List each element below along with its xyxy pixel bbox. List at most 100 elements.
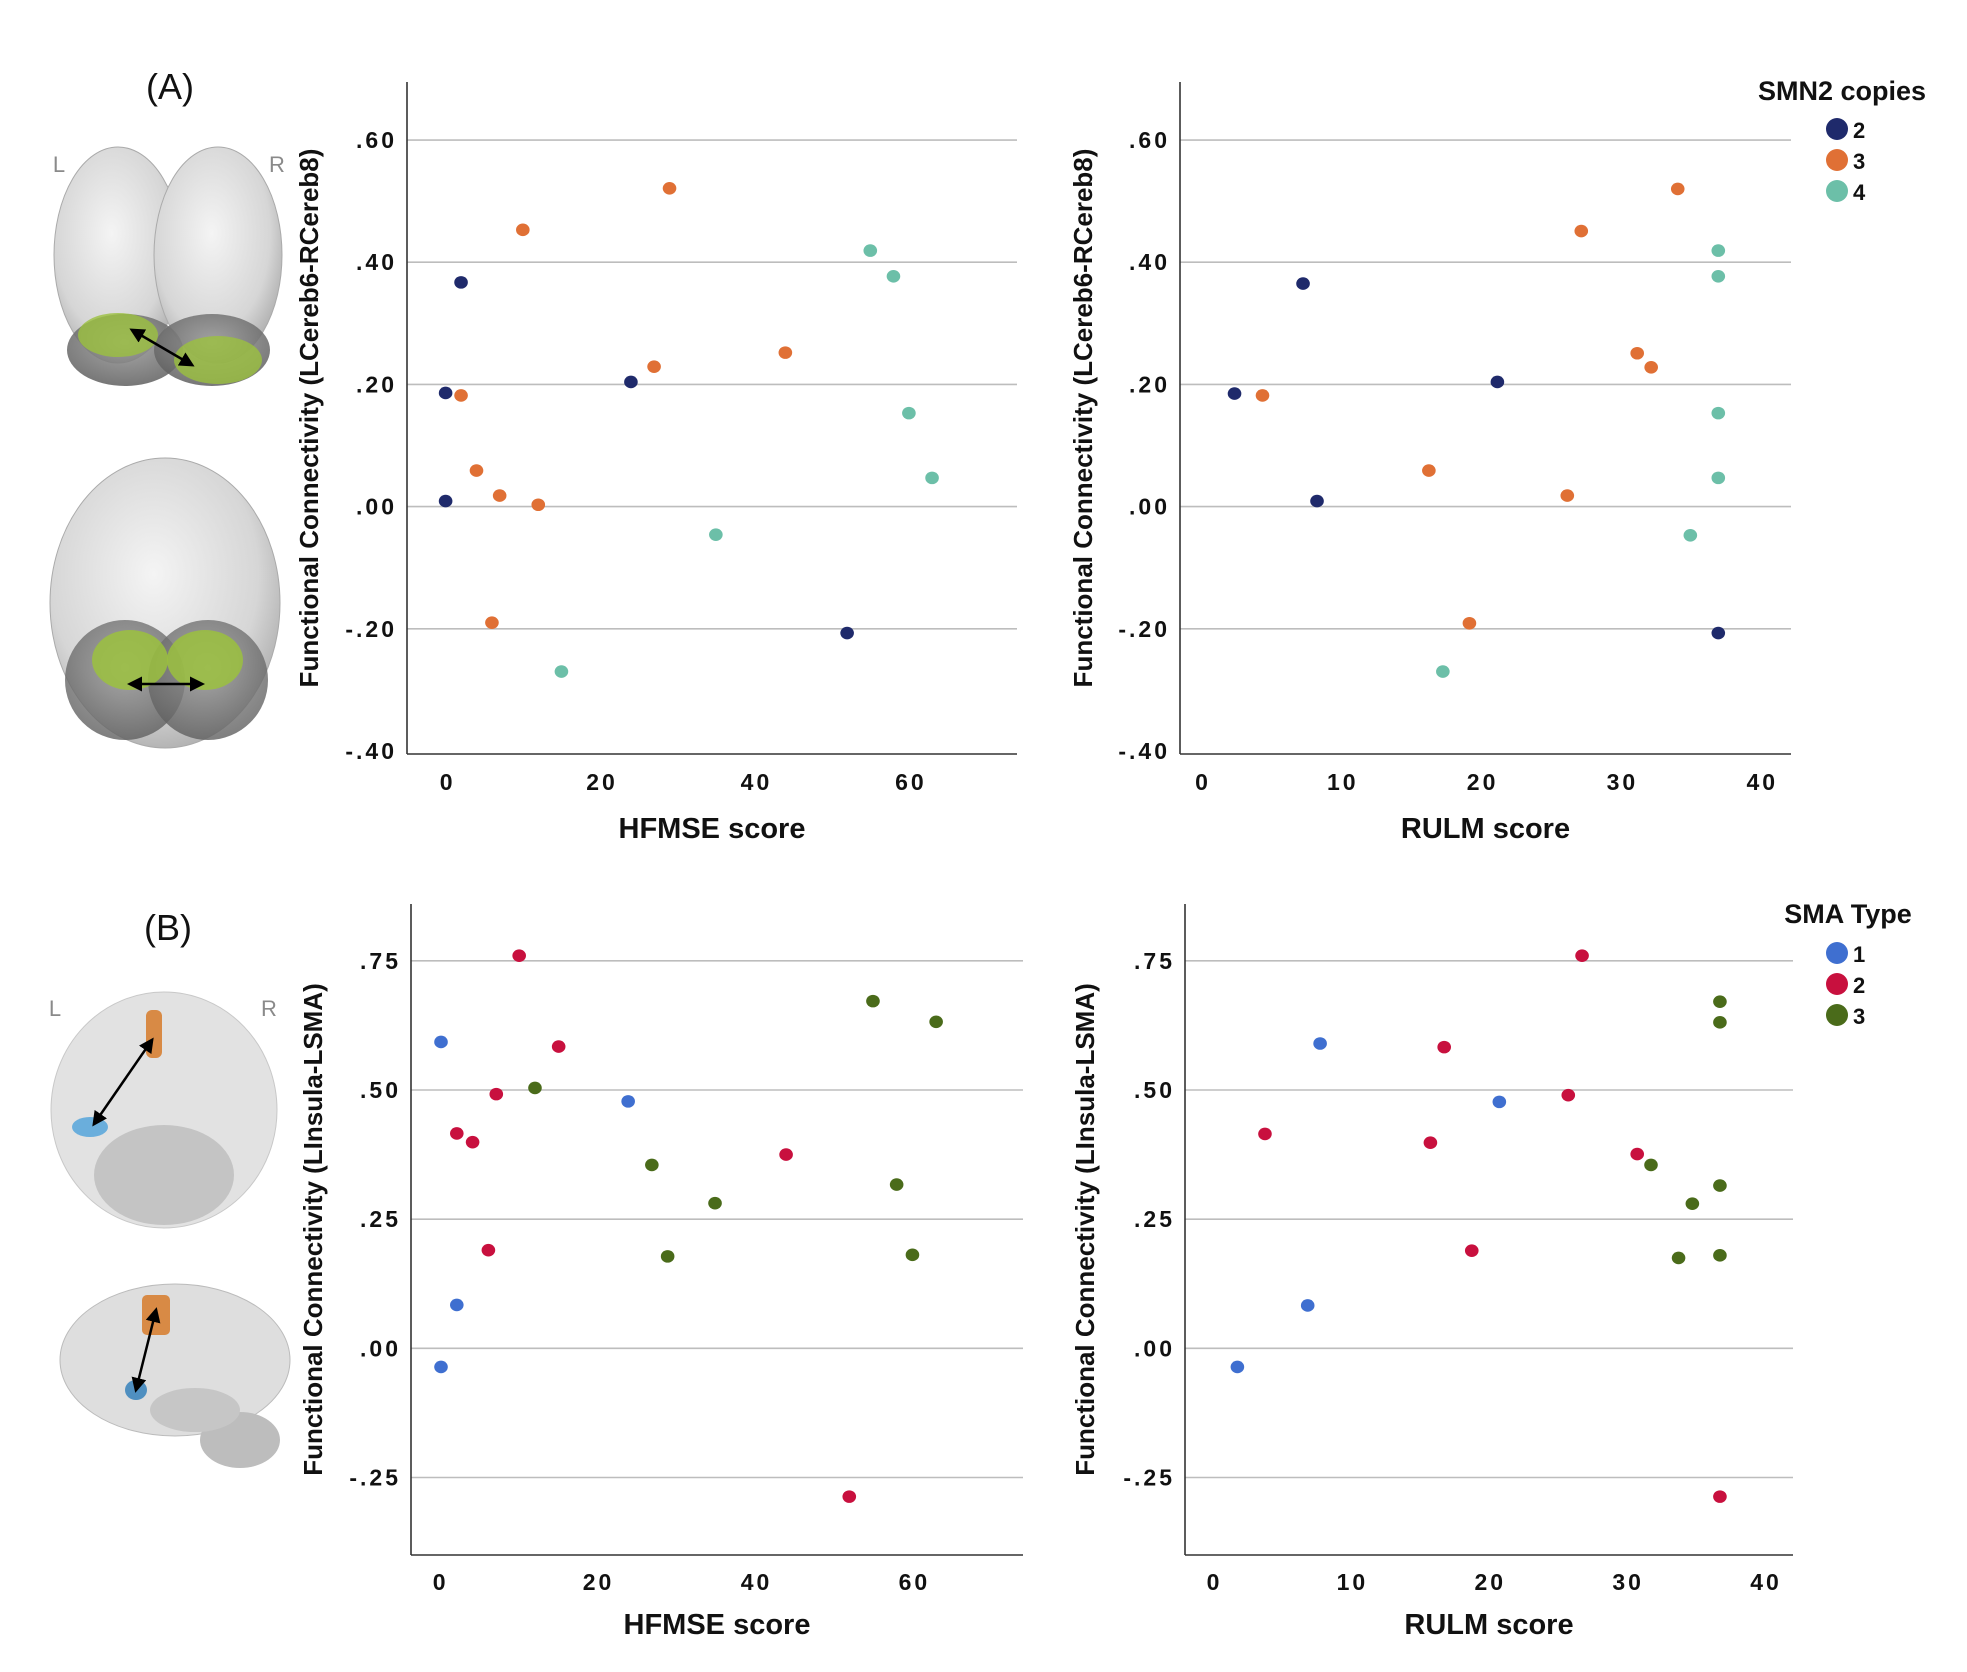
data-point-4 <box>925 471 939 485</box>
data-point-1 <box>621 1095 635 1108</box>
y-tick-label: .50 <box>1134 1077 1175 1103</box>
x-tick-label: 40 <box>741 769 773 795</box>
data-point-3 <box>1713 1249 1727 1262</box>
x-tick-label: 40 <box>1746 769 1778 795</box>
data-point-3 <box>1713 995 1727 1008</box>
y-tick-label: -.40 <box>345 738 397 764</box>
data-point-2 <box>1296 277 1310 290</box>
scatter-chart-4: .75 .50 .25 .00 -.25 0 10 20 30 40 RULM score Funct… <box>1070 904 1793 1641</box>
brain-image-a-inferior <box>49 457 281 749</box>
data-point-3 <box>929 1015 943 1029</box>
y-tick-label: .40 <box>1129 249 1170 275</box>
data-point-4 <box>886 269 901 283</box>
data-point-2 <box>489 1087 504 1101</box>
y-tick-label: .60 <box>356 127 397 153</box>
data-point-4 <box>709 528 723 541</box>
data-point-3 <box>1560 489 1575 502</box>
data-point-3 <box>516 223 530 237</box>
data-point-2 <box>1310 494 1324 508</box>
y-tick-label: .40 <box>356 249 397 275</box>
y-axis-title: Functional Connectivity (LInsula-LSMA) <box>1070 983 1100 1476</box>
data-point-2 <box>438 386 453 400</box>
data-point-3 <box>1462 616 1477 630</box>
data-point-2 <box>465 1135 480 1149</box>
x-tick-label: 30 <box>1607 769 1639 795</box>
data-point-3 <box>485 616 499 629</box>
data-point-2 <box>1575 949 1589 962</box>
data-point-4 <box>902 406 916 420</box>
y-tick-label: .20 <box>356 371 397 397</box>
data-point-2 <box>551 1040 566 1053</box>
y-tick-label: .25 <box>1134 1206 1175 1232</box>
y-axis-title: Functional Connectivity (LCereb6-RCereb8… <box>294 149 324 688</box>
x-tick-label: 40 <box>741 1569 773 1595</box>
data-point-3 <box>1422 464 1436 477</box>
brain-image-b-coronal <box>50 991 278 1229</box>
legend-label: 3 <box>1853 149 1865 174</box>
data-point-4 <box>1711 269 1726 283</box>
data-point-2 <box>624 375 638 389</box>
data-point-2 <box>481 1243 496 1257</box>
data-point-3 <box>531 498 546 512</box>
data-point-2 <box>840 626 854 640</box>
data-point-2 <box>438 494 453 508</box>
x-axis-title: RULM score <box>1404 1609 1573 1641</box>
legend-label: 2 <box>1853 118 1865 143</box>
left-marker-a: L <box>53 152 65 177</box>
x-tick-label: 0 <box>1195 769 1211 795</box>
x-tick-label: 0 <box>440 769 456 795</box>
data-point-3 <box>1630 346 1645 360</box>
data-point-3 <box>647 360 661 373</box>
data-point-4 <box>1711 406 1726 420</box>
data-point-4 <box>1711 471 1726 485</box>
data-point-1 <box>450 1298 464 1312</box>
data-point-3 <box>469 464 484 477</box>
data-point-4 <box>1436 665 1450 678</box>
data-point-3 <box>454 389 468 402</box>
scatter-chart-3: .75 .50 .25 .00 -.25 0 20 40 60 HFMSE score Functi… <box>298 904 1023 1641</box>
data-point-3 <box>1255 389 1270 402</box>
data-point-2 <box>1713 1490 1727 1503</box>
x-axis-title: HFMSE score <box>624 1609 811 1641</box>
data-point-2 <box>1490 375 1505 389</box>
x-tick-label: 0 <box>1207 1569 1223 1595</box>
data-point-3 <box>1671 1251 1686 1265</box>
x-tick-label: 10 <box>1337 1569 1369 1595</box>
x-tick-label: 20 <box>586 769 618 795</box>
brain-image-a-posterior <box>53 146 283 386</box>
data-point-2 <box>1561 1088 1576 1102</box>
data-point-2 <box>1711 626 1726 640</box>
right-marker-a: R <box>269 152 285 177</box>
y-tick-label: .75 <box>1134 948 1175 974</box>
legend-swatch <box>1826 973 1848 995</box>
x-axis-title: RULM score <box>1401 813 1570 845</box>
right-marker-b: R <box>261 996 277 1021</box>
left-marker-b: L <box>49 996 61 1021</box>
y-tick-label: .00 <box>356 494 397 520</box>
data-point-3 <box>866 994 880 1008</box>
legend-label: 2 <box>1853 973 1865 998</box>
legend-swatch <box>1826 942 1848 964</box>
legend-smn2-copies: SMN2 copies 2 3 4 <box>1758 76 1926 205</box>
data-point-3 <box>778 346 793 359</box>
data-point-4 <box>863 244 878 257</box>
data-point-1 <box>1313 1037 1327 1050</box>
data-point-3 <box>1670 182 1685 196</box>
data-point-2 <box>842 1490 857 1503</box>
y-tick-label: .25 <box>360 1206 401 1232</box>
y-axis-title: Functional Connectivity (LInsula-LSMA) <box>298 983 328 1476</box>
data-point-2 <box>1630 1147 1645 1161</box>
data-point-4 <box>1683 528 1698 542</box>
y-tick-label: .00 <box>360 1335 401 1361</box>
x-tick-label: 0 <box>433 1569 449 1595</box>
legend-label: 3 <box>1853 1004 1865 1029</box>
data-point-2 <box>779 1148 793 1161</box>
data-point-2 <box>1227 387 1242 400</box>
brain-image-b-sagittal <box>59 1283 291 1468</box>
data-point-1 <box>1300 1299 1315 1312</box>
scatter-chart-2: .60 .40 .20 .00 -.20 -.40 0 10 20 30 40 RULM score F… <box>1068 82 1791 845</box>
y-tick-label: -.25 <box>1123 1465 1175 1491</box>
y-tick-label: -.20 <box>1118 616 1170 642</box>
x-tick-label: 20 <box>583 1569 615 1595</box>
